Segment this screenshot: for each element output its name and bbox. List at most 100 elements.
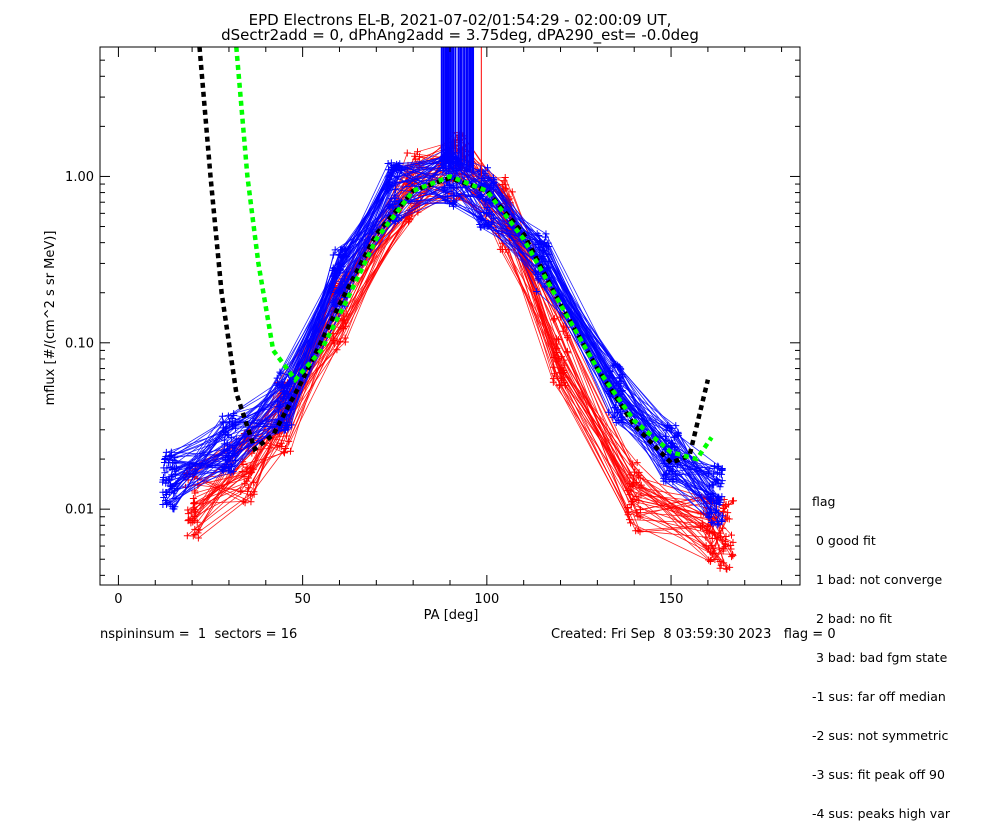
data-point-marker <box>721 543 729 551</box>
series-trace <box>195 179 732 550</box>
series-trace <box>164 167 719 514</box>
data-point-marker <box>489 174 497 182</box>
data-point-marker <box>276 402 284 410</box>
series-trace <box>194 183 734 543</box>
footer-created-info: Created: Fri Sep 8 03:59:30 2023 flag = … <box>551 627 836 642</box>
data-point-marker <box>633 459 641 467</box>
data-point-marker <box>224 412 232 420</box>
data-point-marker <box>280 448 288 456</box>
data-point-marker <box>250 478 258 486</box>
series-trace <box>194 186 732 536</box>
data-point-marker <box>531 268 539 276</box>
data-point-marker <box>411 152 419 160</box>
data-point-marker <box>717 470 725 478</box>
data-point-marker <box>660 474 668 482</box>
data-point-marker <box>159 474 167 482</box>
data-point-marker <box>553 335 561 343</box>
data-point-marker <box>716 483 724 491</box>
data-point-marker <box>450 191 458 199</box>
data-point-marker <box>159 478 167 486</box>
data-point-marker <box>629 474 637 482</box>
black-fit-curve <box>197 47 711 466</box>
y-tick-label: 0.10 <box>65 336 94 351</box>
data-point-marker <box>229 414 237 422</box>
legend-heading: flag <box>812 494 836 509</box>
series-trace <box>192 173 732 557</box>
data-point-marker <box>721 502 729 510</box>
data-point-marker <box>632 492 640 500</box>
data-point-marker <box>219 424 227 432</box>
data-point-marker <box>632 527 640 535</box>
data-point-marker <box>709 489 717 497</box>
legend-item: 3 bad: bad fgm state <box>812 650 948 665</box>
legend-item: 2 bad: no fit <box>812 611 892 626</box>
data-point-marker <box>239 497 247 505</box>
x-tick-label: 100 <box>474 592 499 607</box>
axes-layer: 0 50 100 150 0.01 0.10 1.00 <box>65 46 801 607</box>
data-point-marker <box>617 408 625 416</box>
data-point-marker <box>444 197 452 205</box>
data-point-marker <box>723 515 731 523</box>
data-point-marker <box>728 553 736 561</box>
data-point-marker <box>706 508 714 516</box>
data-point-marker <box>386 176 394 184</box>
data-point-marker <box>220 436 228 444</box>
data-point-marker <box>219 418 227 426</box>
data-point-marker <box>187 508 195 516</box>
data-point-marker <box>718 477 726 485</box>
data-point-marker <box>189 532 197 540</box>
x-axis-label: PA [deg] <box>424 608 479 623</box>
data-point-marker <box>184 517 192 525</box>
data-point-marker <box>563 347 571 355</box>
data-point-marker <box>329 251 337 259</box>
series-trace <box>198 155 726 539</box>
data-point-marker <box>184 510 192 518</box>
data-point-marker <box>238 468 246 476</box>
data-point-marker <box>476 166 484 174</box>
data-point-marker <box>628 498 636 506</box>
data-point-marker <box>715 544 723 552</box>
data-point-marker <box>392 194 400 202</box>
data-point-marker <box>636 528 644 536</box>
data-point-marker <box>705 512 713 520</box>
data-layer <box>159 47 738 573</box>
data-point-marker <box>661 471 669 479</box>
data-point-marker <box>668 440 676 448</box>
data-point-marker <box>191 530 199 538</box>
data-point-marker <box>390 161 398 169</box>
legend-item: -2 sus: not symmetric <box>812 728 949 743</box>
series-trace <box>196 153 724 523</box>
data-point-marker <box>237 487 245 495</box>
data-point-marker <box>189 515 197 523</box>
data-point-marker <box>556 381 564 389</box>
data-point-marker <box>387 195 395 203</box>
data-point-marker <box>624 487 632 495</box>
x-tick-label: 50 <box>294 592 311 607</box>
data-point-marker <box>224 431 232 439</box>
data-point-marker <box>391 217 399 225</box>
data-point-marker <box>160 464 168 472</box>
data-point-marker <box>280 387 288 395</box>
data-point-marker <box>162 453 170 461</box>
data-point-marker <box>706 482 714 490</box>
data-point-marker <box>244 487 252 495</box>
data-point-marker <box>713 468 721 476</box>
series-trace <box>193 144 721 562</box>
data-point-marker <box>278 381 286 389</box>
data-point-marker <box>394 173 402 181</box>
series-trace <box>188 172 734 528</box>
data-point-marker <box>239 460 247 468</box>
data-point-marker <box>232 435 240 443</box>
data-point-marker <box>702 533 710 541</box>
data-point-marker <box>549 375 557 383</box>
data-point-marker <box>243 477 251 485</box>
data-point-marker <box>716 564 724 572</box>
series-trace <box>172 156 718 507</box>
data-point-marker <box>550 316 558 324</box>
series-trace <box>188 152 731 553</box>
data-point-marker <box>636 513 644 521</box>
data-point-marker <box>342 322 350 330</box>
data-point-marker <box>403 149 411 157</box>
data-point-marker <box>729 552 737 560</box>
data-point-marker <box>730 497 738 505</box>
